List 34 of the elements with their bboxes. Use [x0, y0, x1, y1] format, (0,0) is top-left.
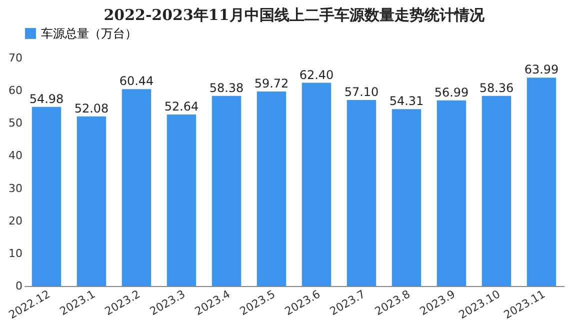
y-tick-label: 0 — [16, 280, 22, 292]
bar — [212, 96, 242, 286]
text: 57.10 — [344, 85, 379, 100]
text: 62.40 — [299, 68, 334, 82]
text: 58.36 — [479, 80, 514, 95]
text: 60.44 — [119, 74, 154, 88]
bar — [302, 82, 332, 286]
bar — [122, 89, 152, 286]
chart-title: 2022-2023年11月中国线上二手车源数量走势统计情况 — [104, 6, 486, 24]
bar — [436, 100, 466, 286]
y-tick-label: 60 — [8, 84, 22, 98]
y-tick-label: 70 — [8, 52, 22, 64]
bar — [166, 114, 196, 286]
y-tick-label: 10 — [8, 246, 22, 260]
text: 56.99 — [434, 85, 469, 100]
bar — [76, 116, 106, 286]
y-tick-label: 40 — [8, 149, 22, 162]
legend-label: 车源总量（万台） — [41, 26, 137, 40]
bar — [482, 96, 512, 286]
text: 63.99 — [524, 62, 559, 77]
y-tick-label: 50 — [8, 116, 22, 130]
bar — [32, 106, 62, 286]
bar — [256, 91, 286, 286]
text: 52.64 — [164, 100, 199, 114]
text: 52.08 — [74, 101, 109, 116]
text: 54.31 — [389, 94, 424, 108]
bar — [346, 100, 376, 286]
text: 59.72 — [254, 76, 289, 90]
bar — [526, 78, 556, 286]
text: 58.38 — [209, 80, 244, 95]
bar — [392, 109, 422, 286]
text: 54.98 — [29, 92, 64, 106]
y-tick-label: 20 — [8, 214, 22, 228]
y-tick-label: 30 — [8, 182, 22, 195]
